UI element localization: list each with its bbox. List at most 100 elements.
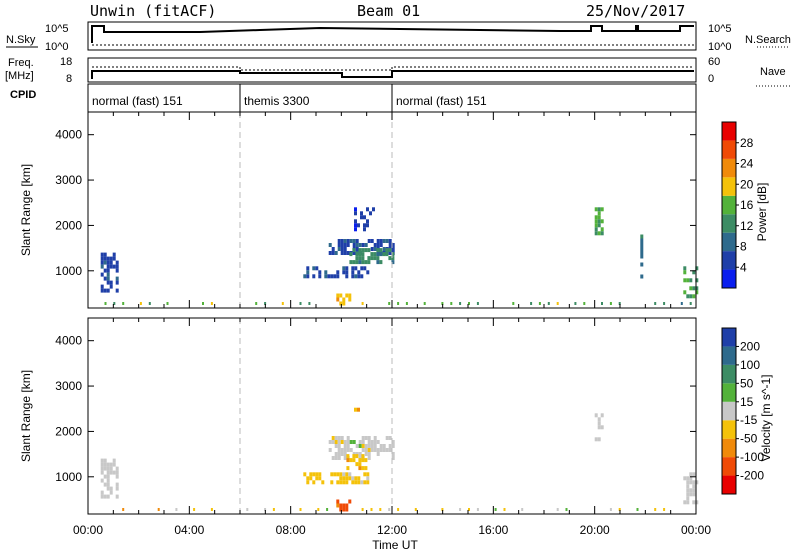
data-cell	[385, 448, 389, 452]
data-cell	[343, 444, 347, 448]
data-cell	[109, 462, 113, 467]
data-cell	[686, 484, 690, 489]
data-cell	[388, 243, 392, 247]
data-cell	[370, 247, 374, 251]
data-cell	[391, 456, 395, 460]
data-cell	[352, 248, 356, 253]
y-tick-label: 3000	[55, 379, 82, 393]
data-cell	[379, 444, 383, 448]
colorbar-tick-label: 50	[740, 376, 754, 390]
data-cell	[640, 238, 644, 243]
data-cell	[109, 264, 113, 269]
data-cell	[100, 264, 104, 269]
data-cell	[686, 278, 690, 283]
data-cell	[361, 458, 365, 463]
data-cell	[109, 466, 113, 471]
data-cell	[306, 274, 310, 279]
data-cell	[345, 480, 349, 485]
data-cell	[112, 264, 116, 269]
data-cell	[327, 274, 331, 279]
data-cell	[339, 472, 343, 477]
data-cell	[370, 256, 374, 261]
near-range-cell	[379, 508, 382, 511]
data-cell	[695, 286, 699, 291]
data-cell	[355, 462, 359, 467]
data-cell	[695, 278, 699, 283]
data-cell	[366, 223, 369, 228]
near-range-cell	[397, 302, 400, 305]
data-cell	[337, 448, 341, 452]
freq-label: Freq.	[8, 57, 34, 69]
data-cell	[312, 266, 316, 271]
data-cell	[309, 476, 313, 481]
data-cell	[351, 480, 355, 485]
y-tick-label: 1000	[55, 264, 82, 278]
data-cell	[343, 251, 347, 255]
data-cell	[100, 252, 104, 257]
data-cell	[357, 407, 360, 412]
data-cell	[683, 290, 687, 295]
data-cell	[342, 472, 346, 477]
data-cell	[343, 448, 347, 452]
data-cell	[352, 260, 356, 265]
data-cell	[106, 280, 110, 285]
data-cell	[100, 260, 104, 265]
data-cell	[351, 476, 355, 481]
data-cell	[692, 294, 696, 299]
data-cell	[109, 256, 113, 261]
data-cell	[342, 270, 346, 275]
colorbar-tick-label: 200	[740, 339, 760, 353]
data-cell	[351, 270, 355, 275]
data-cell	[686, 488, 690, 493]
near-range-cell	[405, 302, 408, 305]
data-cell	[343, 247, 347, 251]
data-cell	[355, 247, 359, 251]
data-cell	[361, 252, 365, 257]
data-cell	[370, 444, 374, 448]
data-cell	[352, 440, 356, 444]
data-cell	[370, 448, 374, 452]
near-range-cell	[166, 302, 169, 305]
data-cell	[112, 462, 116, 467]
data-cell	[692, 286, 696, 291]
colorbar-tick-label: -200	[740, 469, 764, 483]
data-cell	[331, 440, 335, 444]
data-cell	[115, 264, 119, 269]
colorbar-tick-label: 16	[740, 198, 754, 212]
data-cell	[357, 274, 361, 279]
data-cell	[340, 243, 344, 247]
nsky-tick-high: 10^5	[45, 23, 69, 35]
data-cell	[343, 243, 347, 247]
data-cell	[115, 474, 119, 479]
data-cell	[337, 452, 341, 456]
data-cell	[100, 272, 104, 277]
data-cell	[370, 252, 374, 257]
data-cell	[115, 268, 119, 273]
nsky-trace	[91, 25, 694, 43]
data-cell	[334, 440, 338, 444]
data-cell	[640, 262, 644, 267]
data-cell	[348, 476, 352, 481]
data-cell	[382, 448, 386, 452]
data-cell	[689, 480, 693, 485]
near-range-cell	[689, 302, 692, 305]
data-cell	[689, 476, 693, 481]
data-cell	[600, 413, 604, 418]
near-range-cell	[618, 508, 621, 511]
data-cell	[695, 266, 699, 271]
station-title: Unwin (fitACF)	[90, 2, 216, 20]
data-cell	[692, 270, 696, 275]
data-cell	[115, 482, 119, 487]
data-cell	[324, 270, 328, 275]
near-range-cell	[450, 302, 453, 305]
data-cell	[343, 452, 347, 456]
cpid-segment-label: themis 3300	[244, 94, 310, 108]
data-cell	[366, 207, 369, 212]
data-cell	[342, 507, 346, 512]
velocity-frame	[87, 317, 697, 515]
data-cell	[364, 458, 368, 463]
data-cell	[352, 251, 356, 255]
colorbar-swatch	[722, 269, 736, 288]
data-cell	[354, 274, 358, 279]
colorbar-swatch	[722, 420, 736, 439]
